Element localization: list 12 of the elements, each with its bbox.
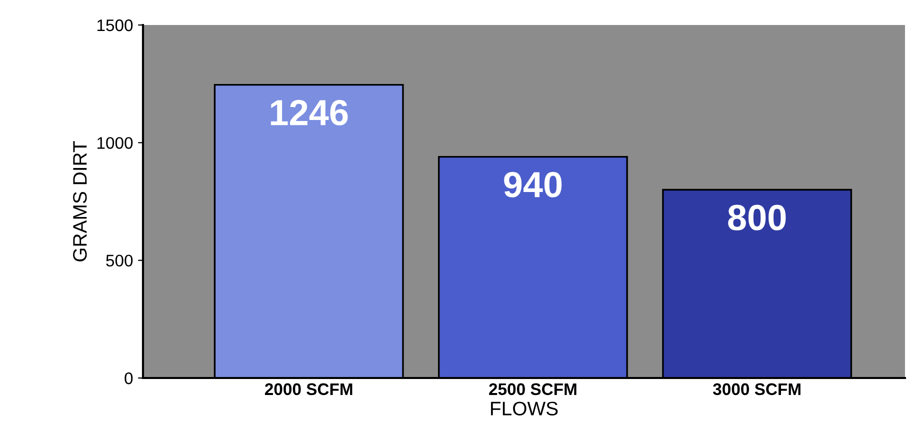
y-tick-label: 1000	[97, 137, 133, 149]
data-label: 1246	[270, 100, 348, 126]
x-axis-title: FLOWS	[491, 402, 558, 416]
x-tick-label: 3000 SCFM	[713, 383, 800, 396]
y-axis-title: GRAMS DIRT	[73, 141, 87, 262]
data-label: 800	[728, 204, 786, 230]
y-tick-label: 0	[124, 372, 133, 384]
x-tick-label: 2000 SCFM	[264, 383, 352, 396]
data-label: 940	[504, 172, 562, 198]
y-tick-label: 500	[106, 254, 133, 267]
y-tick-label: 1500	[97, 19, 133, 32]
x-tick-label: 2500 SCFM	[489, 383, 576, 396]
